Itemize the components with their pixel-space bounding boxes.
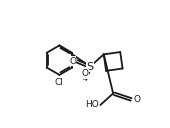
Text: O: O <box>81 69 89 78</box>
Text: Cl: Cl <box>55 78 64 87</box>
Text: O: O <box>134 95 141 104</box>
Text: HO: HO <box>85 100 99 109</box>
Text: S: S <box>87 62 94 72</box>
Text: O: O <box>69 57 76 66</box>
